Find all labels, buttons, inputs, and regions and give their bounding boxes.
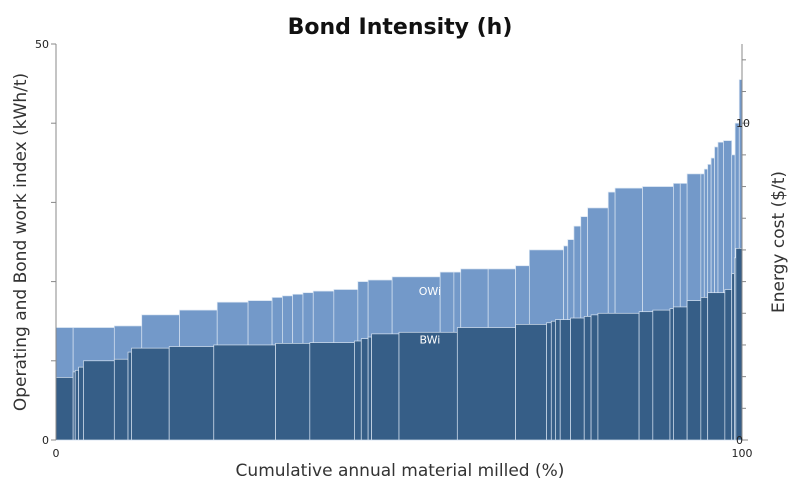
series-bwi-step xyxy=(371,333,400,441)
y2-tick-label: 0 xyxy=(736,434,743,447)
series-bwi-step xyxy=(735,247,743,441)
series-bwi-step xyxy=(731,273,735,441)
series-bwi-step xyxy=(131,347,170,441)
series-bwi-step xyxy=(597,312,640,441)
series-bwi-step xyxy=(638,311,654,441)
series-bwi-step xyxy=(559,319,571,441)
series-bwi-step xyxy=(550,320,556,441)
series-bwi-step xyxy=(590,314,599,441)
series-bwi-step xyxy=(652,309,671,441)
series-bwi-step xyxy=(700,297,709,441)
series-bwi-step xyxy=(583,316,592,441)
y-axis-label: Operating and Bond work index (kWh/t) xyxy=(11,73,31,411)
series-bwi: BWi xyxy=(55,247,743,441)
y2-tick-label: 10 xyxy=(736,117,750,130)
series-bwi-step xyxy=(555,319,561,441)
series-bwi-step xyxy=(669,308,674,441)
series-bwi-step xyxy=(673,306,688,441)
series-bwi-step xyxy=(360,338,369,441)
series-bwi-step xyxy=(570,317,585,441)
series-layer: OWi BWi xyxy=(55,79,743,441)
series-bwi-step xyxy=(456,327,516,441)
series-bwi-step xyxy=(724,289,733,441)
y-tick-label: 0 xyxy=(42,434,49,447)
series-bwi-step xyxy=(398,331,458,441)
series-bwi-step xyxy=(78,366,84,441)
y-tick-label: 50 xyxy=(35,38,49,51)
series-bwi-step xyxy=(113,358,129,441)
series-bwi-step xyxy=(74,369,79,441)
series-bwi-step xyxy=(515,324,547,441)
series-bwi-step xyxy=(83,360,115,441)
chart-title: Bond Intensity (h) xyxy=(288,15,513,40)
x-tick-label: 0 xyxy=(53,447,60,460)
series-bwi-label: BWi xyxy=(419,333,440,346)
series-bwi-step xyxy=(168,346,215,441)
series-bwi-step xyxy=(707,292,726,441)
series-bwi-step xyxy=(275,343,311,441)
series-bwi-step xyxy=(546,322,552,441)
series-bwi-step xyxy=(309,342,355,441)
series-bwi-step xyxy=(354,340,362,441)
series-bwi-step xyxy=(686,300,702,441)
series-bwi-step xyxy=(55,377,74,441)
x-tick-label: 100 xyxy=(732,447,753,460)
series-bwi-step xyxy=(127,351,132,441)
series-owi-label: OWi xyxy=(419,285,441,298)
series-bwi-step xyxy=(213,344,276,441)
y2-axis-label: Energy cost ($/t) xyxy=(769,171,789,313)
series-bwi-step xyxy=(367,336,372,441)
x-axis-label: Cumulative annual material milled (%) xyxy=(236,461,565,481)
